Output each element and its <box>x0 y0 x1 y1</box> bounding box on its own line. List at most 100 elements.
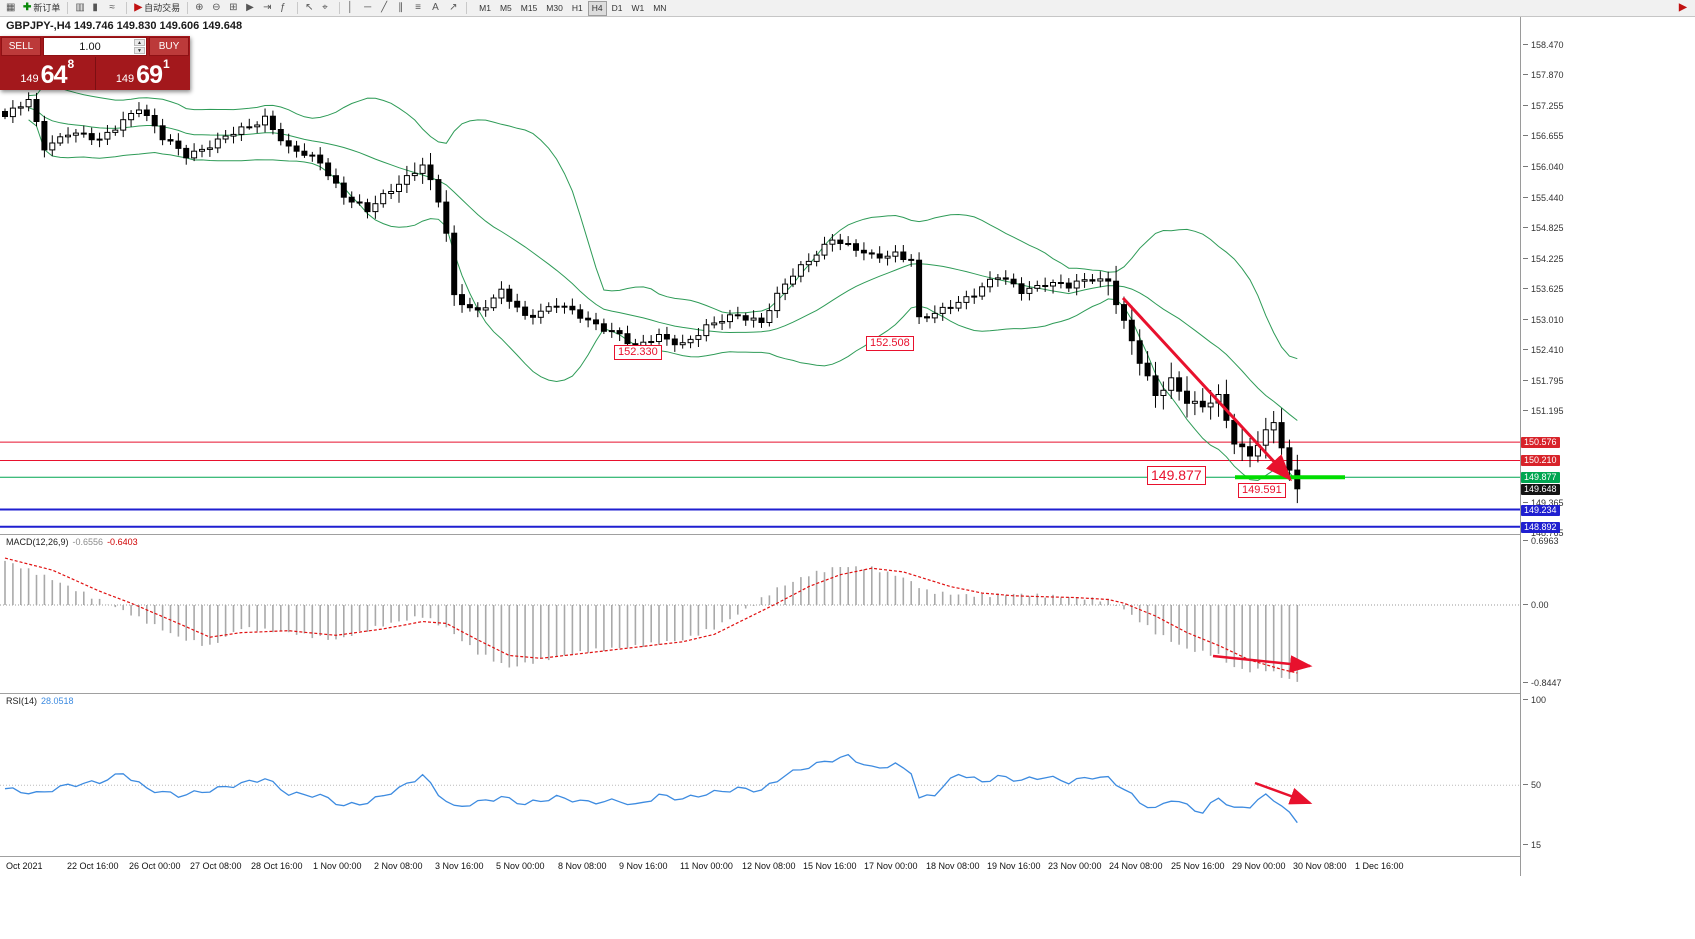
new-chart-button[interactable]: ▦ <box>3 1 19 16</box>
zoom-out-button[interactable]: ⊖ <box>209 1 225 16</box>
crosshair-icon: ⌖ <box>322 2 328 13</box>
macd-axis-label: -0.8447 <box>1523 678 1562 688</box>
price-annotation: 152.330 <box>614 345 662 361</box>
indicators-button[interactable]: ƒ <box>277 1 293 16</box>
cursor-tool-button[interactable]: ↖ <box>302 1 318 16</box>
buy-price-button[interactable]: 149 69 1 <box>96 57 191 90</box>
price-axis-label: 151.195 <box>1523 406 1564 416</box>
price-axis-label: 158.470 <box>1523 40 1564 50</box>
timeframe-button-m30[interactable]: M30 <box>542 1 567 16</box>
date-axis-label: 12 Nov 08:00 <box>742 861 796 871</box>
price-axis-label: 156.655 <box>1523 131 1564 141</box>
volume-input[interactable] <box>44 40 146 53</box>
date-axis-label: 22 Oct 16:00 <box>67 861 119 871</box>
bar-chart-icon: ▥ <box>75 2 85 13</box>
arrow-tool-button[interactable]: ↗ <box>446 1 462 16</box>
fibonacci-icon: ≡ <box>415 2 421 13</box>
channel-button[interactable]: ∥ <box>395 1 411 16</box>
panel-separator[interactable] <box>0 693 1520 694</box>
price-axis-label: 152.410 <box>1523 345 1564 355</box>
rsi-label: RSI(14) 28.0518 <box>6 696 74 706</box>
macd-main-value: -0.6556 <box>72 537 104 547</box>
buy-button[interactable]: BUY <box>149 37 189 56</box>
date-axis-label: 8 Nov 08:00 <box>558 861 607 871</box>
timeframe-button-h4[interactable]: H4 <box>587 0 607 16</box>
price-annotation: 149.877 <box>1147 466 1206 485</box>
trend-arrow <box>1212 654 1313 673</box>
rsi-axis-label: 15 <box>1522 840 1542 850</box>
volume-up-button[interactable]: ▲ <box>134 39 145 46</box>
toolbar-separator <box>339 2 341 14</box>
fibonacci-button[interactable]: ≡ <box>412 1 428 16</box>
timeframe-button-m1[interactable]: M1 <box>475 1 495 16</box>
rsi-indicator-panel[interactable]: RSI(14) 28.0518 <box>0 694 1520 856</box>
price-axis-label: 157.870 <box>1523 70 1564 80</box>
timeframe-button-d1[interactable]: D1 <box>608 1 627 16</box>
timeframe-button-m5[interactable]: M5 <box>496 1 516 16</box>
volume-field: ▲ ▼ <box>43 37 147 56</box>
price-annotation: 152.508 <box>866 336 914 352</box>
tile-windows-button[interactable]: ⊞ <box>226 1 242 16</box>
price-axis-label: 154.225 <box>1523 254 1564 264</box>
zoom-in-button[interactable]: ⊕ <box>192 1 208 16</box>
vertical-line-icon: │ <box>347 2 354 13</box>
price-axis-label: 153.625 <box>1523 284 1564 294</box>
date-axis-label: 19 Nov 16:00 <box>987 861 1041 871</box>
volume-down-button[interactable]: ▼ <box>134 47 145 54</box>
auto-trading-button[interactable]: ▶ 自动交易 <box>131 1 183 16</box>
date-axis-label: 29 Nov 00:00 <box>1232 861 1286 871</box>
bar-chart-button[interactable]: ▥ <box>72 1 88 16</box>
chart-shift-button[interactable]: ⇥ <box>260 1 276 16</box>
candle-chart-button[interactable]: ▮ <box>89 1 105 16</box>
toolbar-separator <box>466 2 468 14</box>
date-axis-label: 25 Nov 16:00 <box>1171 861 1225 871</box>
price-badge: 150.210 <box>1521 455 1560 466</box>
macd-canvas[interactable] <box>0 535 1520 693</box>
auto-scroll-icon: ▶ <box>246 2 254 13</box>
crosshair-tool-button[interactable]: ⌖ <box>319 1 335 16</box>
channel-icon: ∥ <box>398 2 404 13</box>
sell-price-big: 64 <box>40 61 68 89</box>
timeframe-button-mn[interactable]: MN <box>649 1 670 16</box>
buy-price-big: 69 <box>136 61 163 89</box>
new-order-button[interactable]: ✚ 新订单 <box>20 1 63 16</box>
volume-spinner: ▲ ▼ <box>134 39 145 54</box>
vertical-line-button[interactable]: │ <box>344 1 360 16</box>
line-chart-button[interactable]: ≈ <box>106 1 122 16</box>
sell-button[interactable]: SELL <box>1 37 41 56</box>
sell-price-pip: 8 <box>67 57 75 71</box>
sell-price-button[interactable]: 149 64 8 <box>0 57 96 90</box>
zoom-out-icon: ⊖ <box>212 2 221 13</box>
timeframe-button-m15[interactable]: M15 <box>517 1 542 16</box>
time-axis[interactable]: Oct 2021 22 Oct 16:00 26 Oct 00:00 27 Oct 0… <box>0 856 1520 878</box>
rsi-canvas[interactable] <box>0 694 1520 856</box>
rsi-axis-label: 100 <box>1522 695 1547 705</box>
main-chart-panel[interactable]: GBPJPY-,H4 149.746 149.830 149.606 149.6… <box>0 17 1520 534</box>
date-axis-label: 5 Nov 00:00 <box>496 861 545 871</box>
indicators-icon: ƒ <box>280 2 286 13</box>
bollinger-lower <box>28 119 1298 483</box>
trendline-button[interactable]: ╱ <box>378 1 394 16</box>
toolbar-separator <box>126 2 128 14</box>
chart-window: GBPJPY-,H4 149.746 149.830 149.606 149.6… <box>0 17 1521 876</box>
price-axis[interactable]: 158.470 157.870 157.255 156.655 156.040 155.4… <box>1521 17 1694 876</box>
macd-label: MACD(12,26,9) -0.6556 -0.6403 <box>6 537 138 547</box>
date-axis-label: 18 Nov 08:00 <box>926 861 980 871</box>
horizontal-line-button[interactable]: ─ <box>361 1 377 16</box>
new-order-label: 新订单 <box>33 3 61 13</box>
macd-indicator-panel[interactable]: MACD(12,26,9) -0.6556 -0.6403 <box>0 535 1520 693</box>
text-tool-button[interactable]: A <box>429 1 445 16</box>
scroll-end-button[interactable]: ▶ <box>1676 1 1692 16</box>
auto-scroll-button[interactable]: ▶ <box>243 1 259 16</box>
horizontal-line-icon: ─ <box>364 2 372 13</box>
panel-separator[interactable] <box>0 534 1520 535</box>
date-axis-label: 15 Nov 16:00 <box>803 861 857 871</box>
buy-price-prefix: 149 <box>115 73 135 85</box>
date-axis-label: 26 Oct 00:00 <box>129 861 181 871</box>
timeframe-button-w1[interactable]: W1 <box>627 1 648 16</box>
main-chart-canvas[interactable] <box>0 17 1520 534</box>
timeframe-button-h1[interactable]: H1 <box>568 1 587 16</box>
cursor-icon: ↖ <box>305 2 314 13</box>
date-axis-label: 28 Oct 16:00 <box>251 861 303 871</box>
symbol-ohlc-label: GBPJPY-,H4 149.746 149.830 149.606 149.6… <box>6 20 243 32</box>
